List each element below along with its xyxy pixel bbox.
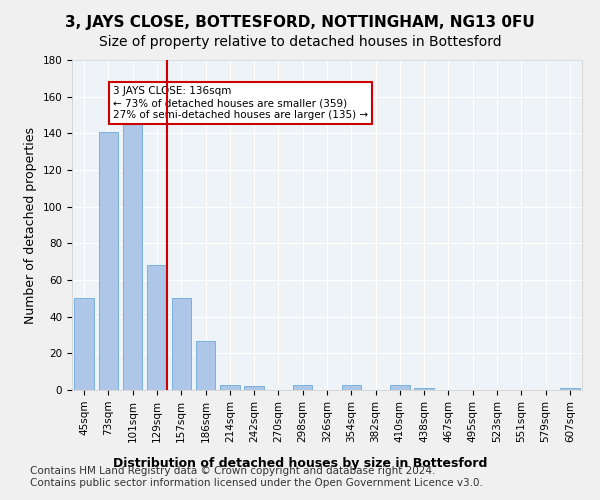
Bar xyxy=(244,386,264,390)
Text: Distribution of detached houses by size in Bottesford: Distribution of detached houses by size … xyxy=(113,458,487,470)
Bar xyxy=(341,384,361,390)
Bar xyxy=(74,298,94,390)
Bar xyxy=(415,388,434,390)
Bar xyxy=(99,132,118,390)
Bar xyxy=(293,384,313,390)
Text: 3 JAYS CLOSE: 136sqm
← 73% of detached houses are smaller (359)
27% of semi-deta: 3 JAYS CLOSE: 136sqm ← 73% of detached h… xyxy=(113,86,368,120)
Bar xyxy=(220,384,239,390)
Text: 3, JAYS CLOSE, BOTTESFORD, NOTTINGHAM, NG13 0FU: 3, JAYS CLOSE, BOTTESFORD, NOTTINGHAM, N… xyxy=(65,15,535,30)
Bar xyxy=(147,266,167,390)
Bar xyxy=(560,388,580,390)
Bar xyxy=(123,124,142,390)
Y-axis label: Number of detached properties: Number of detached properties xyxy=(24,126,37,324)
Text: Contains HM Land Registry data © Crown copyright and database right 2024.
Contai: Contains HM Land Registry data © Crown c… xyxy=(30,466,483,487)
Bar xyxy=(196,340,215,390)
Bar xyxy=(172,298,191,390)
Bar xyxy=(390,384,410,390)
Text: Size of property relative to detached houses in Bottesford: Size of property relative to detached ho… xyxy=(98,35,502,49)
